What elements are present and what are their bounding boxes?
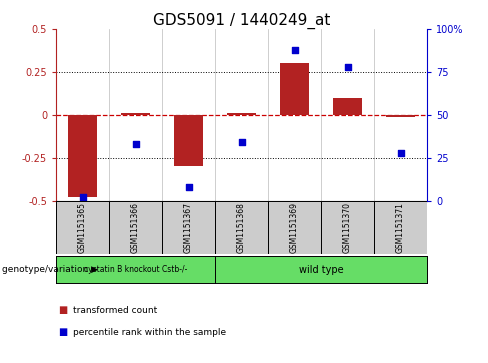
Point	[238, 139, 245, 145]
Text: wild type: wild type	[299, 265, 344, 274]
Text: GSM1151371: GSM1151371	[396, 202, 405, 253]
Text: GSM1151369: GSM1151369	[290, 202, 299, 253]
Text: GSM1151368: GSM1151368	[237, 202, 246, 253]
Text: percentile rank within the sample: percentile rank within the sample	[73, 328, 226, 337]
Text: ■: ■	[59, 305, 68, 315]
Text: GSM1151365: GSM1151365	[78, 202, 87, 253]
Bar	[162, 201, 215, 254]
Point	[79, 194, 86, 200]
Bar	[56, 201, 109, 254]
Text: GSM1151366: GSM1151366	[131, 202, 140, 253]
Bar	[109, 201, 162, 254]
Text: cystatin B knockout Cstb-/-: cystatin B knockout Cstb-/-	[84, 265, 187, 274]
Bar	[268, 201, 321, 254]
Bar	[280, 64, 309, 115]
Bar	[374, 201, 427, 254]
Text: ■: ■	[59, 327, 68, 337]
Text: transformed count: transformed count	[73, 306, 158, 315]
Bar	[215, 201, 268, 254]
Bar	[174, 115, 203, 166]
Title: GDS5091 / 1440249_at: GDS5091 / 1440249_at	[153, 13, 330, 29]
Text: GSM1151370: GSM1151370	[343, 202, 352, 253]
Text: genotype/variation ▶: genotype/variation ▶	[2, 265, 99, 274]
Bar	[68, 115, 97, 197]
Point	[291, 47, 299, 53]
Bar	[227, 113, 256, 115]
Point	[397, 150, 405, 155]
Bar	[333, 98, 362, 115]
Point	[132, 141, 140, 147]
Point	[344, 64, 351, 70]
Text: GSM1151367: GSM1151367	[184, 202, 193, 253]
Point	[184, 184, 192, 190]
Bar	[386, 115, 415, 117]
Bar	[321, 201, 374, 254]
Bar	[121, 113, 150, 115]
